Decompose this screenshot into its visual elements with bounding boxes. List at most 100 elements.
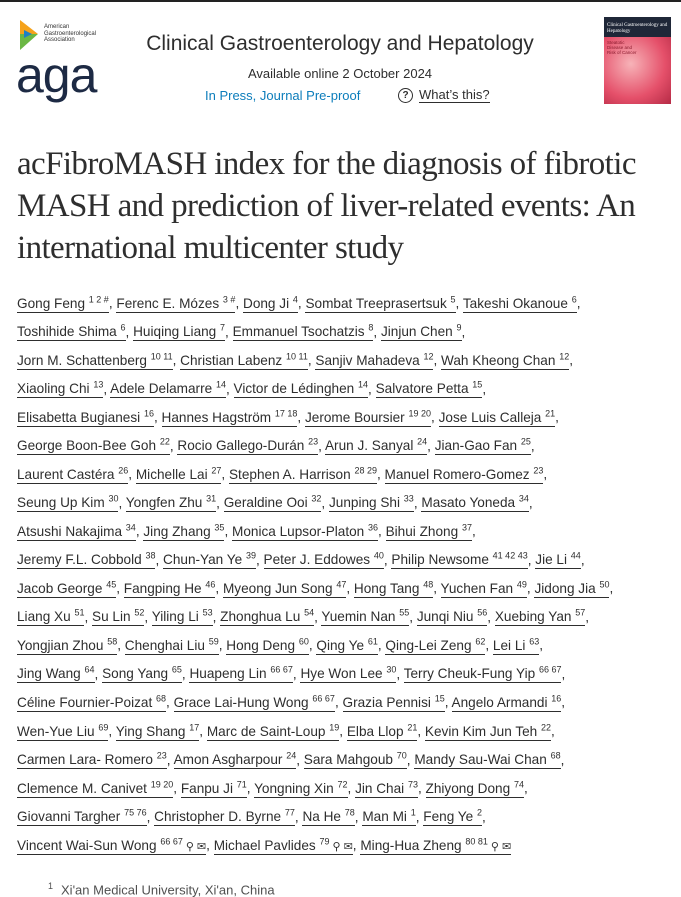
author-link[interactable]: Yongjian Zhou 58	[17, 636, 118, 655]
author-link[interactable]: Huapeng Lin 66 67	[189, 665, 293, 684]
author-link[interactable]: Ferenc E. Mózes 3 #	[116, 294, 236, 313]
author-link[interactable]: Lei Li 63	[492, 636, 540, 655]
author-link[interactable]: Na He 78	[302, 808, 355, 827]
author-link[interactable]: Jacob George 45	[17, 579, 117, 598]
author-link[interactable]: Masato Yoneda 34	[421, 494, 529, 513]
author-link[interactable]: Jidong Jia 50	[534, 579, 610, 598]
author-link[interactable]: Myeong Jun Song 47	[222, 579, 347, 598]
person-icon[interactable]: ⚲	[185, 840, 194, 853]
author-link[interactable]: Elba Llop 21	[346, 722, 418, 741]
author-link[interactable]: Song Yang 65	[102, 665, 182, 684]
author-link[interactable]: Peter J. Eddowes 40	[263, 551, 384, 570]
author-link[interactable]: Qing Ye 61	[316, 636, 378, 655]
author-link[interactable]: Jing Wang 64	[17, 665, 95, 684]
author-link[interactable]: Yuchen Fan 49	[440, 579, 527, 598]
author-link[interactable]: Clemence M. Canivet 19 20	[17, 779, 174, 798]
author-link[interactable]: Xiaoling Chi 13	[17, 380, 104, 399]
author-link[interactable]: Jian-Gao Fan 25	[434, 437, 531, 456]
author-link[interactable]: Yongning Xin 72	[254, 779, 348, 798]
author-link[interactable]: Geraldine Ooi 32	[223, 494, 322, 513]
author-link[interactable]: Victor de Lédinghen 14	[233, 380, 368, 399]
author-link[interactable]: Christopher D. Byrne 77	[154, 808, 295, 827]
author-link[interactable]: Salvatore Petta 15	[375, 380, 483, 399]
author-link[interactable]: Yiling Li 53	[151, 608, 213, 627]
author-link[interactable]: Wen-Yue Liu 69	[17, 722, 109, 741]
author-link[interactable]: Angelo Armandi 16	[451, 693, 562, 712]
author-link[interactable]: Hong Deng 60	[226, 636, 309, 655]
author-link[interactable]: Adele Delamarre 14	[110, 380, 226, 399]
author-link[interactable]: Yuemin Nan 55	[321, 608, 410, 627]
author-link[interactable]: Sanjiv Mahadeva 12	[315, 351, 434, 370]
in-press-link[interactable]: In Press, Journal Pre-proof	[205, 88, 361, 103]
author-link[interactable]: Jose Luis Calleja 21	[438, 408, 556, 427]
person-icon[interactable]: ⚲	[332, 840, 341, 853]
author-link[interactable]: Atsushi Nakajima 34	[17, 522, 136, 541]
author-link[interactable]: Jorn M. Schattenberg 10 11	[17, 351, 173, 370]
author-link[interactable]: Kevin Kim Jun Teh 22	[424, 722, 552, 741]
author-link[interactable]: Grace Lai-Hung Wong 66 67	[173, 693, 335, 712]
author-link[interactable]: Dong Ji 4	[243, 294, 298, 313]
envelope-icon[interactable]: ✉	[196, 840, 207, 853]
author-link[interactable]: Toshihide Shima 6	[17, 323, 126, 342]
author-link[interactable]: Chenghai Liu 59	[124, 636, 219, 655]
author-link[interactable]: George Boon-Bee Goh 22	[17, 437, 170, 456]
author-link[interactable]: Sombat Treeprasertsuk 5	[305, 294, 456, 313]
author-link[interactable]: Elisabetta Bugianesi 16	[17, 408, 154, 427]
author-link[interactable]: Fangping He 46	[123, 579, 216, 598]
author-link[interactable]: Liang Xu 51	[17, 608, 85, 627]
author-link[interactable]: Hong Tang 48	[353, 579, 434, 598]
author-link[interactable]: Seung Up Kim 30	[17, 494, 119, 513]
author-link[interactable]: Laurent Castéra 26	[17, 465, 129, 484]
author-link[interactable]: Rocio Gallego-Durán 23	[177, 437, 319, 456]
author-link[interactable]: Su Lin 52	[92, 608, 145, 627]
author-link[interactable]: Michelle Lai 27	[135, 465, 222, 484]
author-link[interactable]: Manuel Romero-Gomez 23	[384, 465, 544, 484]
author-link[interactable]: Zhonghua Lu 54	[220, 608, 315, 627]
author-link[interactable]: Emmanuel Tsochatzis 8	[232, 323, 374, 342]
whats-this-button[interactable]: ? What’s this?	[398, 87, 490, 103]
author-link[interactable]: Hye Won Lee 30	[300, 665, 397, 684]
author-link[interactable]: Jie Li 44	[535, 551, 581, 570]
author-link[interactable]: Yongfen Zhu 31	[125, 494, 217, 513]
author-link[interactable]: Jeremy F.L. Cobbold 38	[17, 551, 156, 570]
journal-title[interactable]: Clinical Gastroenterology and Hepatology	[146, 32, 534, 55]
aga-logo[interactable]: American Gastroenterological Association…	[16, 20, 106, 100]
author-link[interactable]: Jerome Boursier 19 20	[304, 408, 432, 427]
author-link[interactable]: Qing-Lei Zeng 62	[385, 636, 486, 655]
author-link[interactable]: Monica Lupsor-Platon 36	[232, 522, 379, 541]
author-link[interactable]: Carmen Lara- Romero 23	[17, 751, 167, 770]
author-link[interactable]: Ying Shang 17	[115, 722, 200, 741]
person-icon[interactable]: ⚲	[490, 840, 499, 853]
author-link[interactable]: Junping Shi 33	[328, 494, 414, 513]
author-link[interactable]: Xuebing Yan 57	[494, 608, 586, 627]
author-link[interactable]: Zhiyong Dong 74	[425, 779, 524, 798]
author-link[interactable]: Philip Newsome 41 42 43	[391, 551, 528, 570]
author-link[interactable]: Amon Asgharpour 24	[173, 751, 297, 770]
envelope-icon[interactable]: ✉	[501, 840, 512, 853]
envelope-icon[interactable]: ✉	[343, 840, 353, 853]
author-link[interactable]: Man Mi 1	[362, 808, 416, 827]
author-link[interactable]: Jinjun Chen 9	[380, 323, 462, 342]
author-link[interactable]: Gong Feng 1 2 #	[17, 294, 109, 313]
author-link[interactable]: Giovanni Targher 75 76	[17, 808, 147, 827]
author-link[interactable]: Terry Cheuk-Fung Yip 66 67	[403, 665, 562, 684]
author-link[interactable]: Céline Fournier-Poizat 68	[17, 693, 167, 712]
author-link[interactable]: Feng Ye 2	[423, 808, 482, 827]
author-link[interactable]: Fanpu Ji 71	[180, 779, 247, 798]
author-link[interactable]: Huiqing Liang 7	[133, 323, 226, 342]
author-link[interactable]: Michael Pavlides 79 ⚲ ✉	[213, 836, 353, 855]
author-link[interactable]: Chun-Yan Ye 39	[163, 551, 256, 570]
author-link[interactable]: Christian Labenz 10 11	[180, 351, 308, 370]
author-link[interactable]: Junqi Niu 56	[416, 608, 488, 627]
author-link[interactable]: Bihui Zhong 37	[385, 522, 472, 541]
author-link[interactable]: Arun J. Sanyal 24	[324, 437, 428, 456]
author-link[interactable]: Vincent Wai-Sun Wong 66 67 ⚲ ✉	[17, 836, 207, 855]
author-link[interactable]: Wah Kheong Chan 12	[441, 351, 570, 370]
author-link[interactable]: Hannes Hagström 17 18	[161, 408, 298, 427]
author-link[interactable]: Jing Zhang 35	[143, 522, 225, 541]
author-link[interactable]: Grazia Pennisi 15	[342, 693, 445, 712]
author-link[interactable]: Marc de Saint-Loup 19	[206, 722, 340, 741]
author-link[interactable]: Jin Chai 73	[355, 779, 418, 798]
author-link[interactable]: Stephen A. Harrison 28 29	[228, 465, 377, 484]
journal-cover-image[interactable]: Clinical Gastroenterology and Hepatology…	[604, 17, 671, 104]
